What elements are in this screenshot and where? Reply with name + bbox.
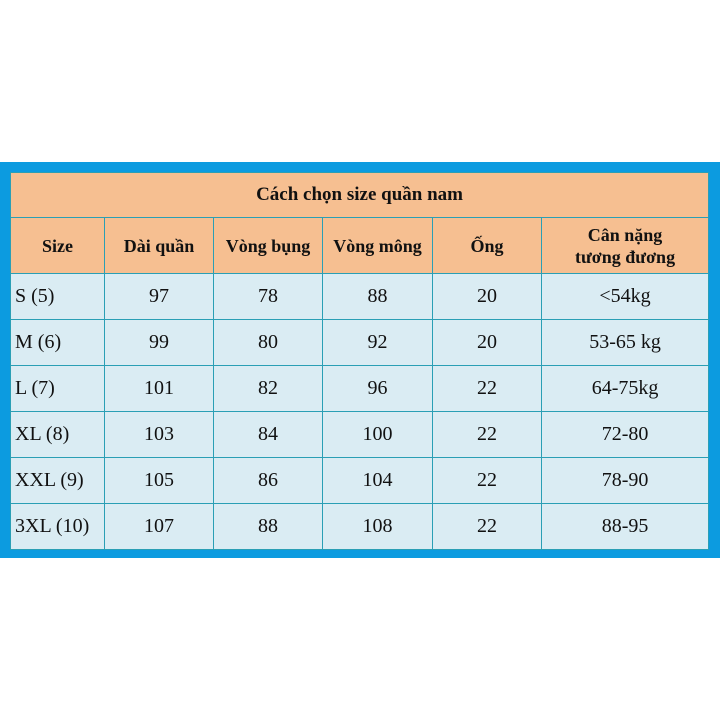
- header-row: Size Dài quần Vòng bụng Vòng mông Ống Câ…: [10, 217, 710, 274]
- table-cell: 20: [432, 319, 542, 366]
- table-cell: 103: [104, 411, 214, 458]
- table-cell: 22: [432, 503, 542, 550]
- table-cell: 88-95: [540, 503, 710, 550]
- table-cell: <54kg: [540, 273, 710, 320]
- table-cell: 100: [322, 411, 433, 458]
- table-cell: XL (8): [10, 411, 105, 458]
- table-cell: 88: [322, 273, 433, 320]
- table-cell: 105: [104, 457, 214, 504]
- table-cell: 88: [213, 503, 323, 550]
- table-cell: 22: [432, 365, 542, 412]
- table-cell: L (7): [10, 365, 105, 412]
- size-chart-table: Cách chọn size quần nam Size Dài quần Vò…: [9, 172, 710, 550]
- table-cell: 97: [104, 273, 214, 320]
- col-leg-opening: Ống: [432, 217, 542, 274]
- table-cell: 96: [322, 365, 433, 412]
- table-row: M (6) 99 80 92 20 53-65 kg: [10, 319, 710, 366]
- table-cell: 99: [104, 319, 214, 366]
- table-row: L (7) 101 82 96 22 64-75kg: [10, 365, 710, 412]
- table-cell: 78: [213, 273, 323, 320]
- table-cell: 72-80: [540, 411, 710, 458]
- table-row: XXL (9) 105 86 104 22 78-90: [10, 457, 710, 504]
- table-cell: 84: [213, 411, 323, 458]
- col-length: Dài quần: [104, 217, 214, 274]
- table-cell: S (5): [10, 273, 105, 320]
- table-cell: 53-65 kg: [540, 319, 710, 366]
- table-cell: 82: [213, 365, 323, 412]
- col-size: Size: [10, 217, 105, 274]
- table-cell: M (6): [10, 319, 105, 366]
- table-cell: 20: [432, 273, 542, 320]
- table-cell: 92: [322, 319, 433, 366]
- table-cell: 86: [213, 457, 323, 504]
- table-cell: 3XL (10): [10, 503, 105, 550]
- col-weight-line2: tương đương: [575, 246, 676, 267]
- table-row: 3XL (10) 107 88 108 22 88-95: [10, 503, 710, 550]
- table-cell: 104: [322, 457, 433, 504]
- col-weight: Cân nặng tương đương: [540, 217, 710, 274]
- col-waist: Vòng bụng: [213, 217, 323, 274]
- table-cell: 64-75kg: [540, 365, 710, 412]
- table-cell: 107: [104, 503, 214, 550]
- table-row: XL (8) 103 84 100 22 72-80: [10, 411, 710, 458]
- col-weight-line1: Cân nặng: [587, 224, 663, 245]
- table-cell: 22: [432, 411, 542, 458]
- table-cell: 101: [104, 365, 214, 412]
- table-title: Cách chọn size quần nam: [9, 172, 710, 218]
- table-cell: XXL (9): [10, 457, 105, 504]
- table-cell: 108: [322, 503, 433, 550]
- table-cell: 22: [432, 457, 542, 504]
- table-cell: 78-90: [540, 457, 710, 504]
- col-hip: Vòng mông: [322, 217, 433, 274]
- table-row: S (5) 97 78 88 20 <54kg: [10, 273, 710, 320]
- table-cell: 80: [213, 319, 323, 366]
